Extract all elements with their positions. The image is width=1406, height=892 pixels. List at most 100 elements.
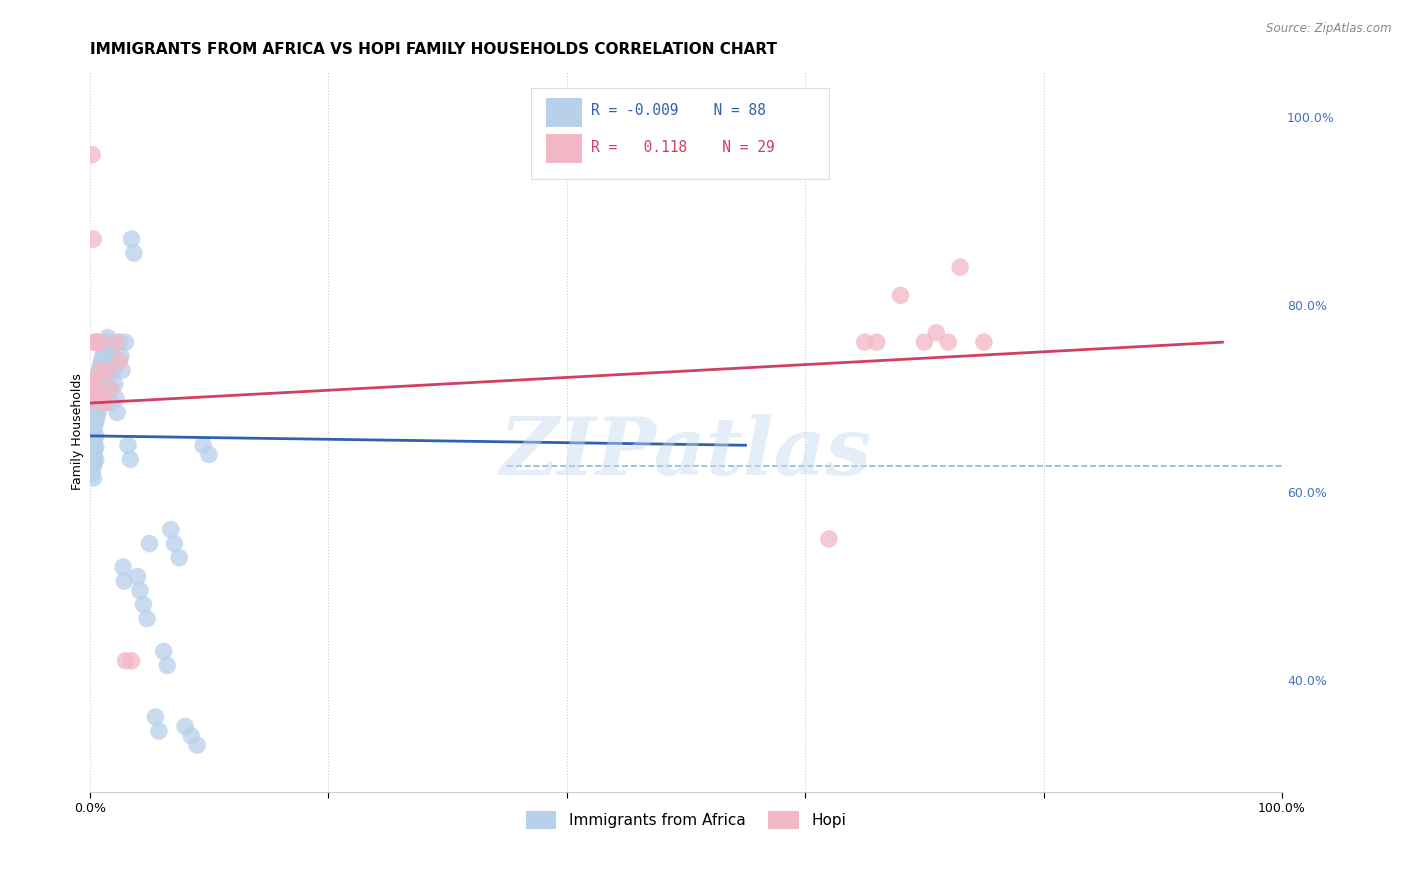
Point <box>186 738 208 752</box>
Point <box>97 368 120 382</box>
Point <box>93 344 115 359</box>
Point <box>83 405 105 419</box>
Point <box>89 373 111 387</box>
Text: R = -0.009    N = 88: R = -0.009 N = 88 <box>591 103 765 118</box>
Point <box>83 335 105 350</box>
Point <box>84 429 107 443</box>
Point <box>94 356 117 370</box>
Point <box>889 288 911 302</box>
Point <box>82 467 104 481</box>
Point <box>83 392 105 406</box>
Point <box>82 471 104 485</box>
Point <box>91 363 114 377</box>
Point <box>82 424 104 438</box>
Point <box>94 340 117 354</box>
Point <box>90 382 112 396</box>
Point <box>98 382 121 396</box>
Point <box>82 458 104 473</box>
FancyBboxPatch shape <box>531 88 830 178</box>
Point <box>156 658 179 673</box>
Point <box>100 396 122 410</box>
Point <box>93 359 115 373</box>
Point <box>83 442 105 457</box>
Point <box>80 392 103 406</box>
Point <box>912 335 935 350</box>
Point <box>83 419 105 434</box>
Point <box>97 363 120 377</box>
Point <box>114 335 136 350</box>
Point <box>973 335 995 350</box>
Point <box>90 354 112 368</box>
Point <box>82 448 104 462</box>
Point <box>101 340 124 354</box>
Point <box>89 377 111 392</box>
Point <box>853 335 876 350</box>
Point <box>108 354 131 368</box>
Point <box>180 729 202 743</box>
Text: IMMIGRANTS FROM AFRICA VS HOPI FAMILY HOUSEHOLDS CORRELATION CHART: IMMIGRANTS FROM AFRICA VS HOPI FAMILY HO… <box>90 42 776 57</box>
Point <box>138 536 160 550</box>
Point <box>82 431 104 445</box>
Point <box>96 335 118 350</box>
Point <box>152 644 174 658</box>
Point <box>120 452 142 467</box>
Point <box>148 724 170 739</box>
Point <box>82 436 104 450</box>
Point <box>136 612 159 626</box>
Point <box>91 377 114 392</box>
Point <box>82 417 104 432</box>
Point <box>103 363 125 377</box>
Point <box>86 396 108 410</box>
Point <box>89 392 111 406</box>
Point <box>86 384 108 398</box>
Point <box>121 232 143 246</box>
Point <box>82 455 104 469</box>
Point <box>82 410 104 425</box>
Point <box>82 373 104 387</box>
Point <box>87 405 110 419</box>
Point <box>191 438 214 452</box>
Point <box>93 396 115 410</box>
Point <box>82 147 104 161</box>
Point <box>96 352 118 367</box>
Point <box>97 330 120 344</box>
Point <box>80 436 103 450</box>
Point <box>84 402 107 417</box>
Point <box>84 415 107 429</box>
Point <box>89 335 111 350</box>
Point <box>97 354 120 368</box>
Point <box>128 583 150 598</box>
Point <box>80 421 103 435</box>
Point <box>108 335 131 350</box>
Point <box>104 377 127 392</box>
Point <box>83 431 105 445</box>
Point <box>167 550 190 565</box>
Point <box>91 349 114 363</box>
Point <box>86 373 108 387</box>
Point <box>105 405 128 419</box>
Point <box>87 393 110 408</box>
Point <box>84 440 107 454</box>
Point <box>86 335 108 350</box>
Legend: Immigrants from Africa, Hopi: Immigrants from Africa, Hopi <box>520 805 852 835</box>
Point <box>949 260 972 275</box>
Point <box>117 438 139 452</box>
Point <box>86 410 108 425</box>
Point <box>122 246 145 260</box>
Point <box>132 598 155 612</box>
Bar <box>547 98 582 127</box>
Point <box>84 373 107 387</box>
Point <box>90 368 112 382</box>
Point <box>198 448 221 462</box>
Point <box>145 710 167 724</box>
Point <box>84 335 107 350</box>
Point <box>163 536 186 550</box>
Bar <box>547 134 582 162</box>
Point <box>114 654 136 668</box>
Point <box>936 335 959 350</box>
Point <box>121 654 143 668</box>
Point <box>160 523 183 537</box>
Point <box>89 363 111 377</box>
Point <box>100 382 122 396</box>
Text: R =   0.118    N = 29: R = 0.118 N = 29 <box>591 140 775 155</box>
